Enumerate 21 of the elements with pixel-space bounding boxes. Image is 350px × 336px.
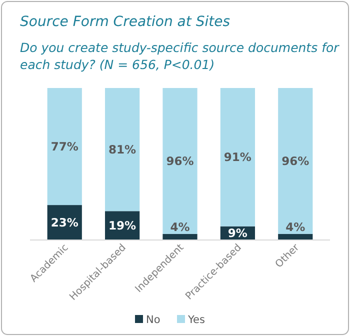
data-label: 23% [50, 216, 79, 230]
bar [47, 88, 82, 206]
legend-label: Yes [187, 314, 205, 326]
data-label: 4% [286, 220, 306, 234]
data-label: 4% [170, 220, 190, 234]
bar [105, 88, 140, 212]
bar [220, 88, 255, 226]
chart-subtitle: Do you create study-specific source documents for each study? (N = 656, P<0.01) [20, 40, 340, 72]
data-label: 19% [108, 218, 137, 233]
data-label: 91% [224, 150, 252, 164]
chart-title: Source Form Creation at Sites [20, 14, 230, 30]
bar [278, 234, 313, 240]
data-label: 96% [166, 154, 194, 168]
bar [162, 88, 198, 234]
data-label: 9% [228, 226, 248, 240]
data-label: 77% [50, 140, 79, 154]
data-label: 81% [108, 142, 137, 157]
data-label: 96% [282, 154, 310, 168]
bar [162, 234, 198, 240]
legend-label: No [146, 314, 160, 326]
bar [278, 88, 313, 234]
